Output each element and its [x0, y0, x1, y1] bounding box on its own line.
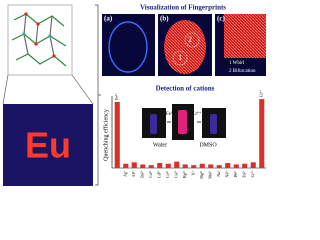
- x-tick-label: Cd²⁺: [157, 170, 162, 178]
- x-tick-label: Ca²⁺: [148, 170, 153, 178]
- x-tick-label: Cr⁶⁺: [259, 90, 264, 98]
- panel-label: (b): [160, 15, 169, 23]
- bar: [250, 162, 256, 168]
- marker-circle: [184, 32, 200, 48]
- annotation: Water: [153, 142, 167, 148]
- y-axis-label: Quenching efficiency: [102, 109, 109, 161]
- photo-text: Eu: [25, 125, 71, 166]
- panel-label: (c): [217, 15, 225, 23]
- fingerprint: [224, 14, 266, 58]
- x-tick-label: Fe³⁺: [114, 93, 119, 100]
- bar: [140, 164, 146, 168]
- annotation: Cr⁶⁺: [192, 111, 202, 117]
- bar: [233, 164, 239, 168]
- x-tick-label: Ba²⁺: [140, 170, 145, 178]
- bar: [182, 164, 188, 168]
- bar: [165, 163, 171, 168]
- bar: [199, 163, 205, 168]
- x-tick-label: Al³⁺: [131, 170, 136, 177]
- x-tick-label: K⁺: [191, 170, 196, 175]
- bar: [157, 163, 163, 168]
- feature-label: 2 Bifurcation: [229, 69, 256, 74]
- vial: [178, 110, 187, 134]
- marker-label: 2: [188, 35, 192, 44]
- x-tick-label: Hg²⁺: [182, 170, 187, 178]
- vial: [150, 114, 157, 134]
- marker-circle: [172, 50, 188, 66]
- connector: [2, 74, 9, 105]
- x-tick-label: Co²⁺: [165, 170, 170, 178]
- section-title: Visualization of Fingerprints: [140, 4, 226, 12]
- x-tick-label: Ni²⁺: [225, 170, 230, 177]
- x-tick-label: Ag⁺: [123, 170, 128, 177]
- x-tick-label: Mg²⁺: [199, 170, 204, 179]
- x-tick-label: Cu²⁺: [174, 170, 179, 178]
- bracket: [95, 4, 101, 186]
- panel-label: (a): [104, 15, 113, 23]
- x-tick-label: Na⁺: [216, 170, 221, 177]
- bar: [114, 101, 120, 168]
- x-tick-label: Mn²⁺: [208, 170, 213, 179]
- inset: Fe³⁺ Cr⁶⁺ Water DMSO: [142, 104, 226, 148]
- bar: [225, 163, 231, 168]
- bar: [123, 163, 129, 168]
- annotation: DMSO: [199, 142, 217, 148]
- photo: [3, 104, 93, 186]
- chart-title: Detection of cations: [156, 85, 215, 93]
- marker-label: 1: [178, 53, 182, 62]
- axes: [111, 96, 266, 169]
- bar: [216, 165, 222, 168]
- bar: [208, 164, 214, 168]
- x-tick-label: Pb²⁺: [233, 170, 238, 178]
- feature-label: 1 Whirl: [229, 61, 245, 66]
- x-tick-label: Cr³⁺: [250, 170, 255, 177]
- fingerprint: [164, 20, 206, 74]
- bar: [131, 162, 137, 168]
- fingerprint-outline: [108, 21, 148, 73]
- x-tick-label: Zn²⁺: [242, 170, 247, 178]
- bar: [242, 163, 248, 168]
- vial: [210, 114, 217, 134]
- bar: [191, 165, 197, 168]
- figure: Eu Visualization of Fingerprints 2 1 1 W…: [2, 4, 266, 186]
- bar: [148, 165, 154, 168]
- page: Eu Visualization of Fingerprints 2 1 1 W…: [2, 3, 266, 186]
- annotation: Fe³⁺: [166, 111, 175, 117]
- bar: [259, 99, 265, 168]
- bars: Fe³⁺ Ag⁺ Al³⁺ Ba²⁺ Ca²⁺ Cd²⁺ Co²⁺ Cu²⁺ Hg²⁺ K⁺ Mg²…: [114, 90, 265, 179]
- structure: [11, 12, 67, 67]
- connector: [71, 74, 94, 105]
- panel: [102, 14, 155, 76]
- bar: [174, 161, 180, 168]
